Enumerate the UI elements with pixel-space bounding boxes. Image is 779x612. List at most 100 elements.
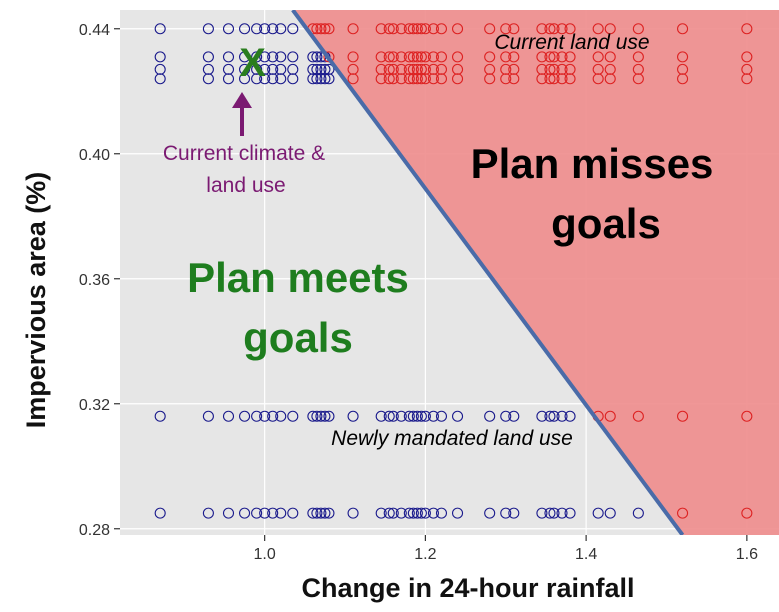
data-point: [500, 23, 512, 35]
data-point: [741, 410, 753, 422]
data-point: [307, 410, 319, 422]
y-tick-label: 0.28: [79, 522, 110, 539]
data-point: [484, 63, 496, 75]
data-point: [267, 51, 279, 63]
data-point: [267, 507, 279, 519]
data-point: [677, 51, 689, 63]
data-point: [677, 507, 689, 519]
data-point: [315, 63, 327, 75]
data-point: [451, 73, 464, 85]
data-point: [403, 73, 415, 85]
data-point: [395, 23, 407, 35]
data-point: [315, 73, 327, 85]
data-point: [407, 51, 419, 63]
data-point: [427, 73, 439, 85]
data-point: [427, 23, 439, 35]
data-point: [451, 63, 464, 75]
data-point: [275, 410, 287, 422]
data-point: [592, 23, 604, 35]
data-point: [202, 73, 214, 85]
data-point: [484, 51, 496, 63]
data-point: [347, 63, 359, 75]
data-point: [419, 51, 431, 63]
data-point: [564, 507, 576, 519]
data-point: [508, 51, 520, 63]
data-point: [307, 73, 319, 85]
data-point: [403, 63, 415, 75]
data-point: [677, 410, 689, 422]
data-point: [251, 23, 263, 35]
data-point: [407, 73, 419, 85]
data-point: [536, 51, 548, 63]
data-point: [287, 23, 299, 35]
data-point: [536, 63, 548, 75]
data-point: [347, 507, 359, 519]
data-point: [251, 51, 263, 63]
data-point: [544, 23, 556, 35]
data-point: [387, 51, 399, 63]
data-point: [239, 410, 251, 422]
data-point: [311, 410, 323, 422]
data-point: [311, 73, 323, 85]
data-point: [536, 73, 548, 85]
data-point: [383, 73, 395, 85]
data-point: [239, 23, 251, 35]
data-point: [315, 507, 327, 519]
data-point: [604, 51, 616, 63]
data-point: [451, 410, 464, 422]
data-point: [592, 51, 604, 63]
data-point: [395, 63, 407, 75]
data-point: [536, 410, 548, 422]
data-point: [315, 23, 327, 35]
data-point: [375, 507, 387, 519]
data-point: [435, 51, 448, 63]
data-point: [548, 410, 560, 422]
data-point: [251, 410, 263, 422]
data-point: [239, 507, 251, 519]
data-point: [387, 23, 399, 35]
data-point: [395, 73, 407, 85]
data-point: [548, 63, 560, 75]
data-point: [677, 63, 689, 75]
data-point: [202, 507, 214, 519]
data-point: [632, 507, 644, 519]
data-point: [632, 51, 644, 63]
data-point: [564, 51, 576, 63]
data-point: [564, 63, 576, 75]
data-point: [239, 51, 251, 63]
data-point: [315, 410, 327, 422]
data-point: [556, 23, 568, 35]
current-climate-annotation-line1: Current climate &: [163, 142, 325, 165]
y-axis-ticks: 0.28 0.32 0.36 0.40 0.44: [79, 22, 120, 539]
data-point: [267, 410, 279, 422]
data-point: [323, 507, 335, 519]
data-point: [407, 507, 419, 519]
data-point: [484, 507, 496, 519]
data-point: [403, 51, 415, 63]
data-point: [275, 63, 287, 75]
data-point: [427, 410, 439, 422]
data-point: [548, 73, 560, 85]
data-point: [407, 23, 419, 35]
data-point: [347, 51, 359, 63]
y-tick-label: 0.44: [79, 22, 110, 39]
data-point: [435, 73, 448, 85]
data-point: [251, 63, 263, 75]
data-point: [319, 73, 331, 85]
data-point: [632, 63, 644, 75]
data-point: [311, 23, 323, 35]
data-point: [275, 73, 287, 85]
data-point: [741, 23, 753, 35]
data-point: [222, 410, 235, 422]
data-point: [403, 507, 415, 519]
data-point: [259, 51, 271, 63]
data-point: [275, 507, 287, 519]
data-point: [319, 410, 331, 422]
data-point: [395, 51, 407, 63]
data-point: [154, 23, 166, 35]
data-point: [323, 410, 335, 422]
data-point: [548, 23, 560, 35]
data-point: [556, 63, 568, 75]
meet-zone-label-line1: Plan meets: [187, 254, 409, 301]
